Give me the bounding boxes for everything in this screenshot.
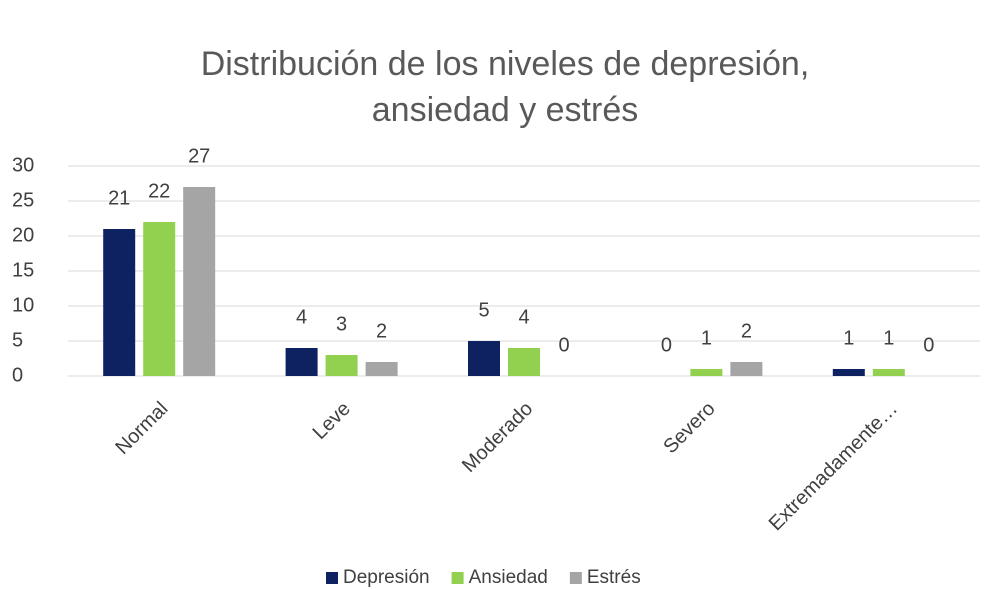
value-label: 1 (883, 327, 894, 349)
legend-label: Depresión (343, 567, 430, 588)
bar (872, 369, 905, 376)
bar (183, 187, 216, 376)
value-label: 4 (296, 306, 307, 328)
chart-title: ansiedad y estrés (372, 91, 639, 129)
y-tick-label: 20 (12, 224, 34, 246)
value-label: 0 (558, 334, 569, 356)
y-tick-label: 25 (12, 189, 34, 211)
y-tick-label: 30 (12, 154, 34, 176)
value-label: 1 (843, 327, 854, 349)
bar (508, 348, 540, 376)
y-tick-label: 10 (12, 294, 34, 316)
legend-swatch (326, 572, 338, 584)
legend-label: Ansiedad (469, 567, 548, 588)
value-label: 5 (478, 299, 489, 321)
bar (730, 362, 763, 376)
value-label: 0 (923, 334, 934, 356)
y-tick-label: 0 (12, 364, 23, 386)
value-label: 0 (661, 334, 672, 356)
legend-swatch (569, 572, 582, 584)
value-label: 2 (741, 320, 752, 342)
x-tick-label: Severo (659, 398, 719, 458)
bar (103, 229, 136, 376)
bar (365, 362, 398, 376)
bar (832, 369, 865, 376)
bar (325, 355, 358, 376)
bar (285, 348, 318, 376)
value-label: 1 (701, 327, 712, 349)
value-label: 27 (188, 145, 210, 167)
legend-label: Estrés (587, 567, 641, 588)
y-tick-label: 15 (12, 259, 34, 281)
chart-title: Distribución de los niveles de depresión… (201, 45, 810, 83)
y-tick-label: 5 (12, 329, 23, 351)
bar (690, 369, 723, 376)
value-label: 2 (376, 320, 387, 342)
legend-swatch (451, 572, 464, 584)
bar (468, 341, 500, 376)
x-tick-label: Leve (309, 398, 355, 444)
bar (143, 222, 176, 376)
value-label: 21 (108, 187, 130, 209)
value-label: 3 (336, 313, 347, 335)
x-tick-label: Normal (111, 398, 172, 459)
value-label: 4 (518, 306, 529, 328)
value-label: 22 (148, 180, 170, 202)
x-tick-label: Moderado (458, 398, 537, 477)
x-tick-label: Extremadamente… (765, 398, 902, 535)
